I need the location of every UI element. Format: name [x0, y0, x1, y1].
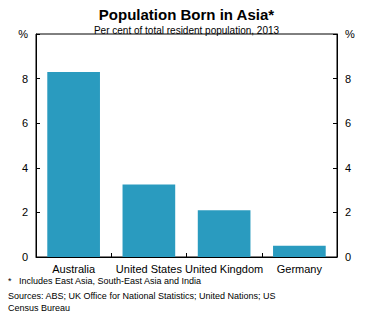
svg-text:4: 4: [345, 162, 351, 174]
svg-text:6: 6: [22, 117, 28, 129]
svg-text:2: 2: [22, 206, 28, 218]
svg-text:United Kingdom: United Kingdom: [185, 263, 263, 275]
svg-text:Australia: Australia: [52, 263, 96, 275]
svg-text:* Includes East Asia, South-: * Includes East Asia, South-East Asia an…: [8, 276, 201, 286]
svg-text:Per cent of total resident pop: Per cent of total resident population, 2…: [94, 25, 280, 36]
svg-text:0: 0: [22, 251, 28, 263]
svg-text:Germany: Germany: [277, 263, 323, 275]
svg-text:8: 8: [345, 73, 351, 85]
svg-text:%: %: [345, 28, 355, 40]
svg-text:8: 8: [22, 73, 28, 85]
svg-text:4: 4: [22, 162, 28, 174]
svg-text:United States: United States: [116, 263, 183, 275]
svg-text:Census Bureau: Census Bureau: [8, 303, 70, 313]
svg-text:2: 2: [345, 206, 351, 218]
svg-text:0: 0: [345, 251, 351, 263]
svg-text:Population Born in Asia*: Population Born in Asia*: [99, 6, 274, 23]
svg-text:%: %: [18, 28, 28, 40]
svg-text:Sources: ABS; UK Office for Na: Sources: ABS; UK Office for National Sta…: [8, 291, 278, 301]
svg-text:6: 6: [345, 117, 351, 129]
